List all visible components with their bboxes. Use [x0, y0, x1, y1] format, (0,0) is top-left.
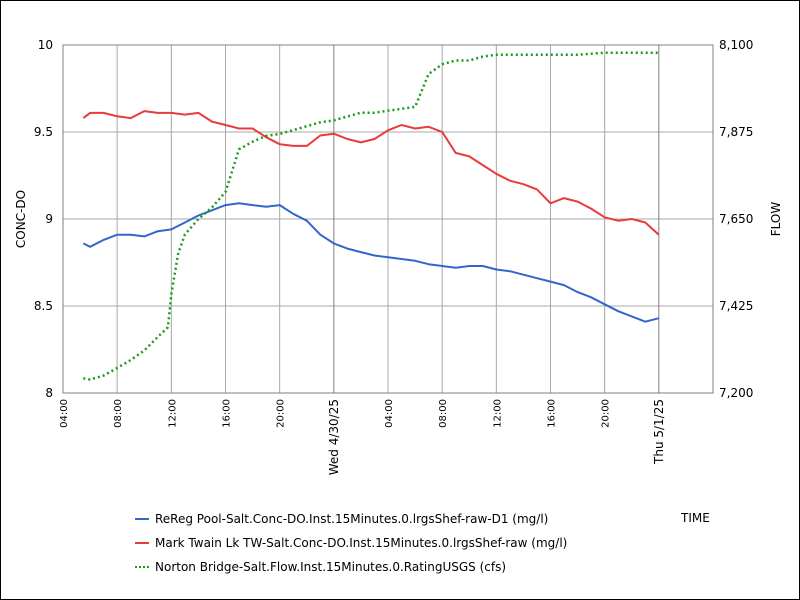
right-tick-label: 7,425: [719, 299, 753, 313]
legend-entry: Norton Bridge-Salt.Flow.Inst.15Minutes.0…: [135, 559, 506, 575]
x-tick-label: 20:00: [601, 399, 612, 428]
left-tick-label: 10: [38, 38, 53, 52]
x-tick-label: 16:00: [222, 399, 233, 428]
x-tick-label: 12:00: [167, 399, 178, 428]
x-tick-label: 04:00: [59, 399, 70, 428]
series-line-1: [82, 202, 660, 323]
x-tick-label: 16:00: [547, 399, 558, 428]
series-line-2: [82, 110, 660, 236]
left-axis-ticks: 8 8.5 9 9.5 10: [34, 38, 53, 400]
x-tick-label: 20:00: [276, 399, 287, 428]
left-tick-label: 8.5: [34, 299, 53, 313]
legend-swatch: [135, 542, 149, 544]
left-tick-label: 9: [45, 212, 53, 226]
series-layer: [82, 51, 660, 381]
grid: [62, 44, 713, 394]
left-axis-label: CONC-DO: [14, 190, 28, 248]
x-axis-label: TIME: [681, 511, 710, 525]
right-tick-label: 7,200: [719, 386, 753, 400]
x-tick-label: 08:00: [113, 399, 124, 428]
legend-label: Norton Bridge-Salt.Flow.Inst.15Minutes.0…: [155, 560, 507, 574]
x-tick-label: 12:00: [492, 399, 503, 428]
right-axis-label: FLOW: [769, 202, 783, 237]
x-tick-label: Wed 4/30/25: [327, 399, 341, 475]
right-axis-ticks: 7,200 7,425 7,650 7,875 8,100: [719, 38, 753, 400]
x-tick-label: 08:00: [438, 399, 449, 428]
legend-label: ReReg Pool-Salt.Conc-DO.Inst.15Minutes.0…: [155, 512, 549, 526]
legend-entry: ReReg Pool-Salt.Conc-DO.Inst.15Minutes.0…: [135, 511, 548, 527]
x-axis-ticks: 04:00 08:00 12:00 16:00 20:00 Wed 4/30/25 04:0…: [59, 399, 666, 475]
right-tick-label: 8,100: [719, 38, 753, 52]
legend-swatch: [135, 518, 149, 520]
legend-swatch: [135, 566, 149, 568]
x-tick-label: 04:00: [384, 399, 395, 428]
x-tick-label: Thu 5/1/25: [652, 399, 666, 465]
right-tick-label: 7,650: [719, 212, 753, 226]
plot-border: [62, 44, 714, 394]
legend-entry: Mark Twain Lk TW-Salt.Conc-DO.Inst.15Min…: [135, 535, 567, 551]
left-tick-label: 9.5: [34, 125, 53, 139]
right-tick-label: 7,875: [719, 125, 753, 139]
left-tick-label: 8: [45, 386, 53, 400]
legend-label: Mark Twain Lk TW-Salt.Conc-DO.Inst.15Min…: [155, 536, 568, 550]
